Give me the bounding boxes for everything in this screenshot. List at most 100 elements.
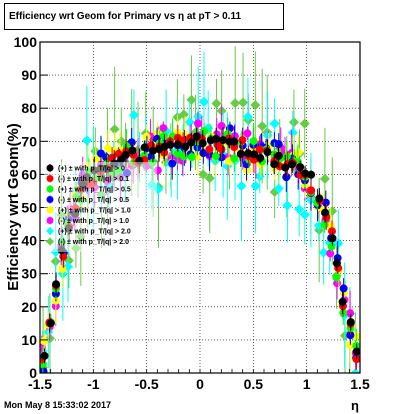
data-point — [328, 234, 337, 243]
data-point — [296, 163, 305, 172]
data-point — [321, 198, 330, 207]
data-point — [198, 169, 209, 180]
data-point — [299, 209, 310, 220]
data-point — [198, 96, 209, 107]
x-tick-label: -1.5 — [28, 376, 52, 392]
y-tick-label: 50 — [21, 200, 37, 216]
data-point — [230, 154, 239, 163]
data-point — [339, 284, 348, 293]
data-point — [287, 127, 298, 138]
x-tick-label: 0.5 — [244, 376, 264, 392]
data-point — [168, 159, 177, 168]
data-point — [52, 280, 61, 289]
data-point — [178, 109, 189, 120]
legend-entry: (-) ± with p_T/|q| > 1.0 — [58, 218, 129, 225]
data-point — [274, 151, 283, 160]
data-point — [288, 117, 299, 128]
data-point — [273, 183, 284, 194]
data-point — [121, 150, 130, 159]
legend-swatch — [46, 164, 54, 172]
y-tick-label: 30 — [21, 266, 37, 282]
data-point — [338, 297, 347, 306]
data-point — [315, 194, 324, 203]
data-point — [212, 134, 221, 143]
data-point — [236, 180, 247, 191]
data-point — [200, 127, 209, 136]
y-tick-label: 20 — [21, 299, 37, 315]
data-point — [250, 150, 259, 159]
data-point — [40, 337, 49, 346]
data-point — [58, 265, 67, 274]
data-point — [187, 138, 196, 147]
data-layer — [40, 46, 360, 373]
data-point — [140, 143, 149, 152]
data-point — [352, 347, 360, 356]
x-axis-title: η — [351, 398, 359, 413]
legend-swatch — [46, 206, 54, 214]
data-point — [179, 152, 188, 161]
data-point — [217, 145, 226, 154]
data-point — [263, 148, 272, 157]
legend-swatch — [46, 217, 54, 224]
data-point — [346, 318, 355, 327]
data-point — [199, 149, 208, 158]
data-point — [327, 242, 336, 251]
legend-entry: (+) ± with p_T/|q| > 2.0 — [58, 229, 131, 236]
data-point — [281, 163, 290, 172]
data-point — [236, 149, 245, 158]
data-point — [282, 152, 291, 161]
chart-title: Efficiency wrt Geom for Primary vs η at … — [4, 3, 284, 30]
data-point — [128, 110, 139, 121]
legend-entry: (+) ± with p_T/|q| > 1.0 — [58, 208, 131, 215]
data-point — [104, 144, 113, 153]
data-point — [326, 249, 335, 258]
legend-entry: (+) ± with p_T/|q| > 0.5 — [58, 187, 131, 194]
data-point — [186, 94, 197, 105]
data-point — [238, 97, 249, 108]
x-tick-label: -0.5 — [135, 376, 159, 392]
data-point — [40, 351, 49, 360]
data-point — [198, 139, 207, 148]
data-point — [257, 121, 268, 132]
data-point — [187, 153, 196, 162]
data-point — [332, 273, 341, 282]
data-point — [63, 255, 74, 266]
data-point — [243, 129, 252, 138]
data-point — [181, 142, 190, 151]
data-point — [211, 152, 220, 161]
legend-box — [44, 162, 157, 252]
data-point — [230, 98, 241, 109]
data-point — [346, 331, 355, 340]
data-point — [166, 140, 175, 149]
x-tick-label: 0 — [196, 376, 204, 392]
data-point — [230, 137, 239, 146]
data-point — [319, 173, 330, 184]
data-point — [350, 368, 360, 373]
data-point — [184, 117, 195, 128]
legend-entry: (+) ± with p_T/|q| > 0 — [58, 166, 125, 173]
data-point — [250, 180, 261, 191]
legend: (+) ± with p_T/|q| > 0 (-) ± with p_T/|q|… — [44, 162, 157, 252]
data-point — [307, 170, 316, 179]
data-point — [282, 200, 293, 211]
data-point — [250, 100, 261, 111]
x-tick-label: -1 — [87, 376, 100, 392]
legend-entry: (-) ± with p_T/|q| > 2.0 — [58, 239, 129, 246]
data-point — [238, 136, 247, 145]
timestamp: Mon May 8 15:33:02 2017 — [4, 400, 112, 410]
data-point — [81, 135, 92, 146]
data-point — [318, 247, 329, 258]
data-point — [173, 140, 182, 149]
legend-swatch — [46, 175, 54, 182]
y-tick-label: 100 — [14, 34, 38, 50]
data-point — [46, 319, 55, 328]
data-point — [255, 145, 264, 154]
legend-swatch — [46, 237, 54, 246]
data-point — [128, 146, 137, 155]
data-point — [193, 119, 202, 128]
data-point — [242, 111, 253, 122]
legend-entry: (-) ± with p_T/|q| > 0.1 — [58, 176, 129, 183]
data-point — [173, 149, 182, 158]
x-tick-label: 1 — [303, 376, 311, 392]
data-point — [299, 118, 310, 129]
